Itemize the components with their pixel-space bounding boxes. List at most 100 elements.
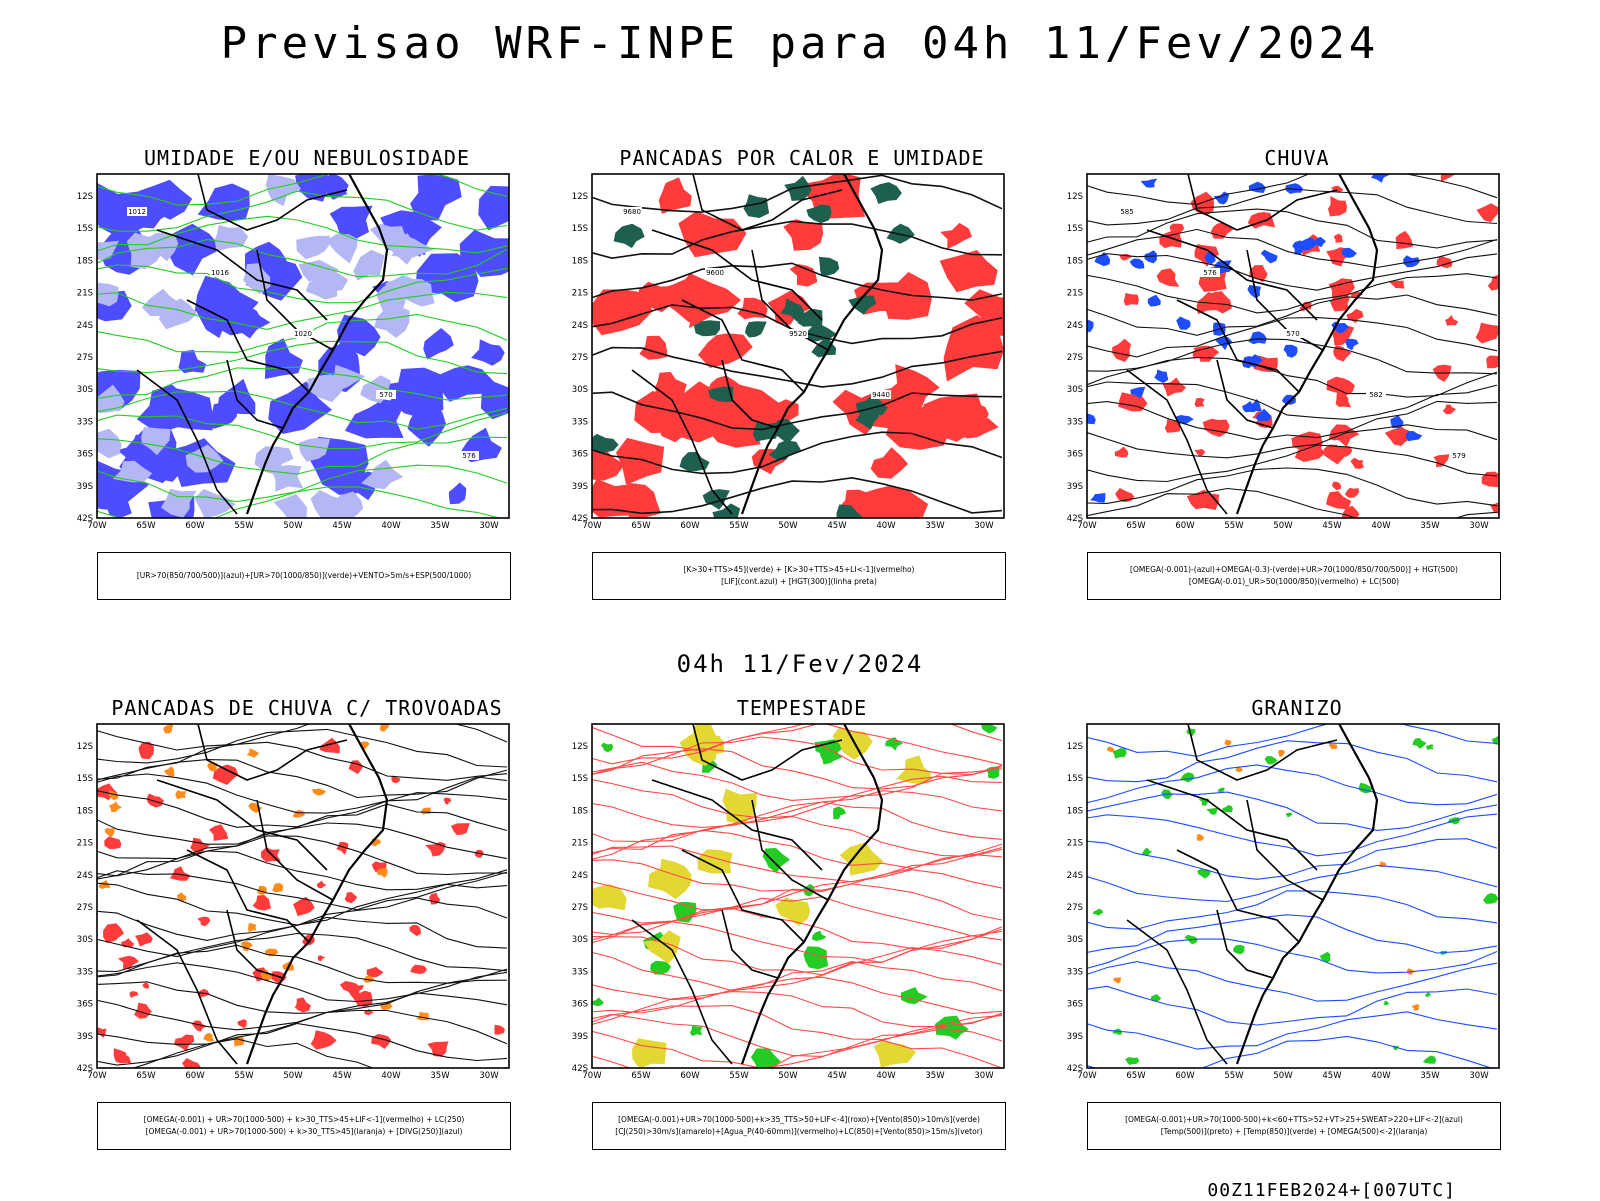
lat-tick-label: 18S xyxy=(77,256,93,266)
shaded-area xyxy=(97,783,118,801)
contour-line xyxy=(592,869,1003,911)
shaded-area xyxy=(357,985,364,991)
shaded-area xyxy=(1341,247,1357,258)
shaded-area xyxy=(654,858,692,888)
lat-tick-label: 12S xyxy=(77,192,93,202)
lon-tick-label: 70W xyxy=(87,1071,107,1081)
shaded-area xyxy=(698,333,753,368)
shaded-area xyxy=(265,174,302,207)
shaded-area xyxy=(248,923,257,933)
shaded-area xyxy=(592,433,619,454)
shaded-area xyxy=(1087,413,1096,425)
contour-line xyxy=(97,291,508,330)
lon-tick-label: 55W xyxy=(729,521,749,531)
lon-tick-label: 65W xyxy=(136,521,156,531)
contour-line xyxy=(97,728,508,768)
shaded-area xyxy=(1278,749,1285,757)
contour-line xyxy=(1087,724,1498,757)
lon-tick-label: 50W xyxy=(778,1071,798,1081)
shaded-area xyxy=(97,428,122,459)
shaded-area xyxy=(142,982,149,989)
shaded-area xyxy=(97,384,125,414)
shaded-area xyxy=(872,272,932,320)
legend-line: [OMEGA(-0.01)_UR>50(1000/850)(vermelho) … xyxy=(1188,577,1400,586)
shaded-area xyxy=(305,272,338,300)
contour-line xyxy=(592,736,1003,776)
shaded-area xyxy=(1112,338,1131,362)
contour-line xyxy=(1087,813,1498,857)
shaded-area xyxy=(112,460,153,483)
lon-tick-label: 70W xyxy=(582,1071,602,1081)
panel-title: CHUVA xyxy=(1264,146,1330,170)
contour-line xyxy=(97,390,508,430)
shaded-area xyxy=(1156,268,1180,287)
lat-tick-label: 30S xyxy=(572,935,588,945)
shaded-area xyxy=(108,801,122,813)
lon-tick-label: 70W xyxy=(87,521,107,531)
panel-legend: [UR>70(850/700/500)](azul)+[UR>70(1000/8… xyxy=(97,552,511,600)
state-border xyxy=(1176,849,1300,943)
state-border xyxy=(651,779,823,871)
shaded-area xyxy=(768,440,802,461)
contour-line xyxy=(97,850,508,891)
lat-tick-label: 36S xyxy=(77,1000,93,1010)
shaded-area xyxy=(1129,258,1145,269)
shaded-area xyxy=(1176,316,1191,330)
state-border xyxy=(1176,299,1300,393)
contour-line xyxy=(1087,174,1498,205)
shaded-area xyxy=(177,892,187,902)
contour-label: 576 xyxy=(462,452,476,460)
contour-line xyxy=(592,815,1003,857)
map-layer xyxy=(592,724,1004,1068)
lat-tick-label: 42S xyxy=(77,514,93,524)
contour-label: 570 xyxy=(1286,330,1299,338)
lon-tick-label: 65W xyxy=(1126,1071,1146,1081)
lat-tick-label: 15S xyxy=(1067,224,1083,234)
shaded-area xyxy=(391,234,434,258)
contour-line xyxy=(1087,424,1498,459)
lat-tick-label: 15S xyxy=(572,774,588,784)
shaded-area xyxy=(789,264,818,287)
shaded-area xyxy=(848,295,877,315)
contour-line xyxy=(592,790,1003,828)
legend-line: [OMEGA(-0.001)+UR>70(1000-500)+k>35_TTS>… xyxy=(618,1115,980,1124)
panel-legend: [OMEGA(-0.001) + UR>70(1000-500) + k>30_… xyxy=(97,1102,511,1150)
shaded-area xyxy=(319,737,340,754)
shaded-area xyxy=(363,975,375,983)
contour-line xyxy=(592,174,1003,213)
shaded-area xyxy=(237,1019,247,1029)
lat-tick-label: 33S xyxy=(572,417,588,427)
lat-tick-label: 18S xyxy=(1067,806,1083,816)
shaded-area xyxy=(471,339,505,366)
shaded-area xyxy=(1248,331,1267,345)
contour-line xyxy=(97,944,508,984)
shaded-area xyxy=(885,737,904,751)
lat-tick-label: 39S xyxy=(1067,482,1083,492)
shaded-area xyxy=(1405,431,1423,442)
state-border xyxy=(1246,799,1324,901)
shaded-area xyxy=(1233,944,1245,955)
legend-line: [K>30+TTS>45](verde) + [K>30+TTS>45+LI<-… xyxy=(683,565,915,574)
shaded-area xyxy=(836,504,863,518)
shaded-area xyxy=(1440,174,1455,182)
lon-tick-label: 30W xyxy=(974,1071,994,1081)
contour-line xyxy=(1087,400,1498,440)
shaded-area xyxy=(366,966,384,978)
contour-line xyxy=(1087,294,1498,336)
shaded-area xyxy=(839,842,884,876)
lat-tick-label: 30S xyxy=(572,385,588,395)
shaded-area xyxy=(613,223,645,249)
contour-line xyxy=(97,979,508,1014)
shaded-area xyxy=(1332,481,1341,491)
shaded-area xyxy=(803,946,829,970)
shaded-area xyxy=(130,199,171,229)
shaded-area xyxy=(108,790,119,801)
lat-tick-label: 21S xyxy=(1067,289,1083,299)
lon-tick-label: 30W xyxy=(974,521,994,531)
lat-tick-label: 24S xyxy=(1067,871,1083,881)
shaded-area xyxy=(1328,278,1355,302)
shaded-area xyxy=(192,1020,208,1032)
